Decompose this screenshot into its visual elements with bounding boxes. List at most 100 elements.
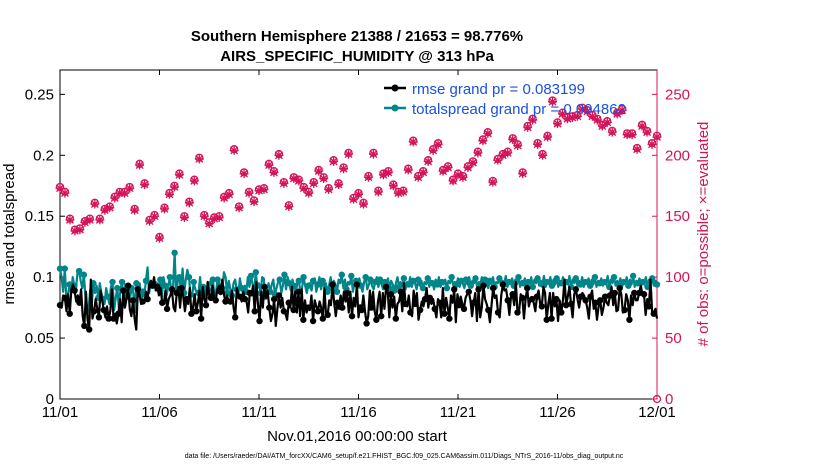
obs-evaluated-point bbox=[652, 132, 662, 142]
obs-evaluated-point bbox=[358, 199, 368, 209]
series-point-rmse bbox=[329, 281, 336, 288]
series-point-rmse bbox=[100, 306, 108, 314]
series-point-rmse bbox=[309, 317, 317, 325]
obs-evaluated-point bbox=[383, 167, 393, 177]
series-point-rmse bbox=[421, 295, 429, 303]
obs-evaluated-point bbox=[368, 149, 378, 159]
series-point-rmse bbox=[305, 304, 312, 311]
obs-evaluated-point bbox=[597, 121, 607, 131]
series-point-rmse bbox=[324, 311, 331, 319]
obs-evaluated-point bbox=[528, 115, 538, 125]
series-point-rmse bbox=[314, 308, 322, 315]
series-point-rmse bbox=[348, 312, 356, 320]
obs-evaluated-point bbox=[304, 188, 314, 198]
series-point-rmse bbox=[144, 295, 151, 303]
series-point-rmse bbox=[485, 306, 492, 314]
obs-evaluated-point bbox=[503, 148, 513, 158]
series-point-spread bbox=[548, 282, 556, 289]
series-point-rmse bbox=[416, 306, 424, 314]
chart-title-line2: AIRS_SPECIFIC_HUMIDITY @ 313 hPa bbox=[220, 48, 494, 65]
series-point-rmse bbox=[397, 288, 404, 295]
series-point-spread bbox=[157, 276, 164, 283]
obs-evaluated-point bbox=[140, 180, 150, 190]
obs-evaluated-point bbox=[543, 132, 553, 142]
chart-title-line1: Southern Hemisphere 21388 / 21653 = 98.7… bbox=[191, 28, 523, 45]
series-point-rmse bbox=[538, 303, 546, 310]
obs-evaluated-point bbox=[592, 115, 602, 125]
series-point-spread bbox=[309, 277, 317, 285]
obs-evaluated-point bbox=[299, 183, 309, 193]
series-point-rmse bbox=[562, 301, 570, 309]
series-point-rmse bbox=[285, 299, 292, 306]
series-point-rmse bbox=[504, 297, 511, 304]
series-point-spread bbox=[582, 278, 589, 286]
obs-evaluated-point bbox=[135, 160, 145, 170]
series-point-spread bbox=[338, 271, 345, 278]
obs-evaluated-point bbox=[189, 176, 199, 186]
series-point-rmse bbox=[319, 315, 327, 322]
series-point-rmse bbox=[202, 301, 210, 309]
series-point-spread bbox=[496, 275, 503, 282]
series-point-rmse bbox=[168, 286, 176, 293]
series-point-spread bbox=[300, 273, 307, 281]
series-point-spread bbox=[238, 284, 245, 292]
series-point-rmse bbox=[76, 299, 83, 306]
series-point-spread bbox=[276, 276, 283, 283]
series-point-rmse bbox=[519, 294, 526, 302]
obs-evaluated-point bbox=[75, 225, 85, 235]
series-point-spread bbox=[453, 281, 460, 288]
obs-evaluated-point bbox=[443, 162, 453, 172]
series-point-rmse bbox=[460, 305, 468, 313]
series-point-spread bbox=[185, 273, 193, 281]
obs-evaluated-point bbox=[145, 216, 155, 226]
series-point-spread bbox=[104, 293, 111, 300]
series-point-rmse bbox=[499, 281, 507, 288]
series-point-rmse bbox=[528, 295, 536, 303]
series-point-spread bbox=[462, 276, 470, 283]
obs-evaluated-point bbox=[314, 166, 324, 176]
x-tick-label: 11/06 bbox=[141, 404, 177, 421]
obs-evaluated-point bbox=[334, 180, 344, 190]
obs-evaluated-point bbox=[65, 215, 75, 225]
series-point-rmse bbox=[572, 286, 580, 293]
series-point-rmse bbox=[616, 284, 623, 292]
series-point-rmse bbox=[567, 300, 575, 308]
series-point-rmse bbox=[451, 286, 458, 293]
obs-evaluated-point bbox=[493, 155, 503, 165]
obs-evaluated-point bbox=[100, 205, 110, 215]
plot-area: 11/01 11/06 11/11 11/16 11/21 11/26 12/0100.05… bbox=[25, 69, 690, 421]
y-tick-label-right: 0 bbox=[665, 391, 673, 408]
obs-evaluated-point bbox=[169, 182, 179, 192]
series-point-rmse bbox=[640, 291, 648, 298]
obs-evaluated-point bbox=[562, 114, 572, 124]
series-point-spread bbox=[629, 272, 637, 280]
obs-evaluated-point bbox=[617, 105, 627, 115]
legend: rmse grand pr = 0.083199 totalspread gra… bbox=[384, 81, 626, 118]
series-point-spread bbox=[534, 275, 541, 282]
series-point-spread bbox=[376, 276, 384, 283]
y-tick-label-right: 200 bbox=[665, 147, 690, 164]
series-point-rmse bbox=[183, 295, 190, 303]
x-tick-label: 11/26 bbox=[539, 404, 575, 421]
series-point-rmse bbox=[645, 303, 653, 310]
series-point-rmse bbox=[368, 304, 375, 311]
obs-evaluated-point bbox=[105, 203, 115, 213]
series-point-rmse bbox=[514, 309, 521, 316]
obs-evaluated-point bbox=[179, 212, 189, 222]
series-point-rmse bbox=[446, 315, 453, 322]
series-point-rmse bbox=[222, 298, 229, 305]
obs-evaluated-point bbox=[319, 173, 329, 183]
obs-evaluated-point bbox=[582, 106, 592, 116]
y-axis-label-right: # of obs: o=possible; ×=evaluated bbox=[695, 122, 712, 347]
y-tick-label-left: 0.05 bbox=[25, 330, 54, 347]
series-point-rmse bbox=[154, 283, 161, 291]
obs-evaluated-point bbox=[508, 134, 518, 144]
series-point-rmse bbox=[587, 293, 594, 300]
series-point-rmse bbox=[110, 315, 117, 322]
obs-evaluated-point bbox=[259, 184, 269, 194]
obs-evaluated-point bbox=[498, 150, 508, 160]
series-point-spread bbox=[438, 278, 446, 286]
series-point-spread bbox=[348, 272, 355, 280]
series-point-spread bbox=[286, 280, 293, 287]
series-point-rmse bbox=[266, 304, 273, 311]
